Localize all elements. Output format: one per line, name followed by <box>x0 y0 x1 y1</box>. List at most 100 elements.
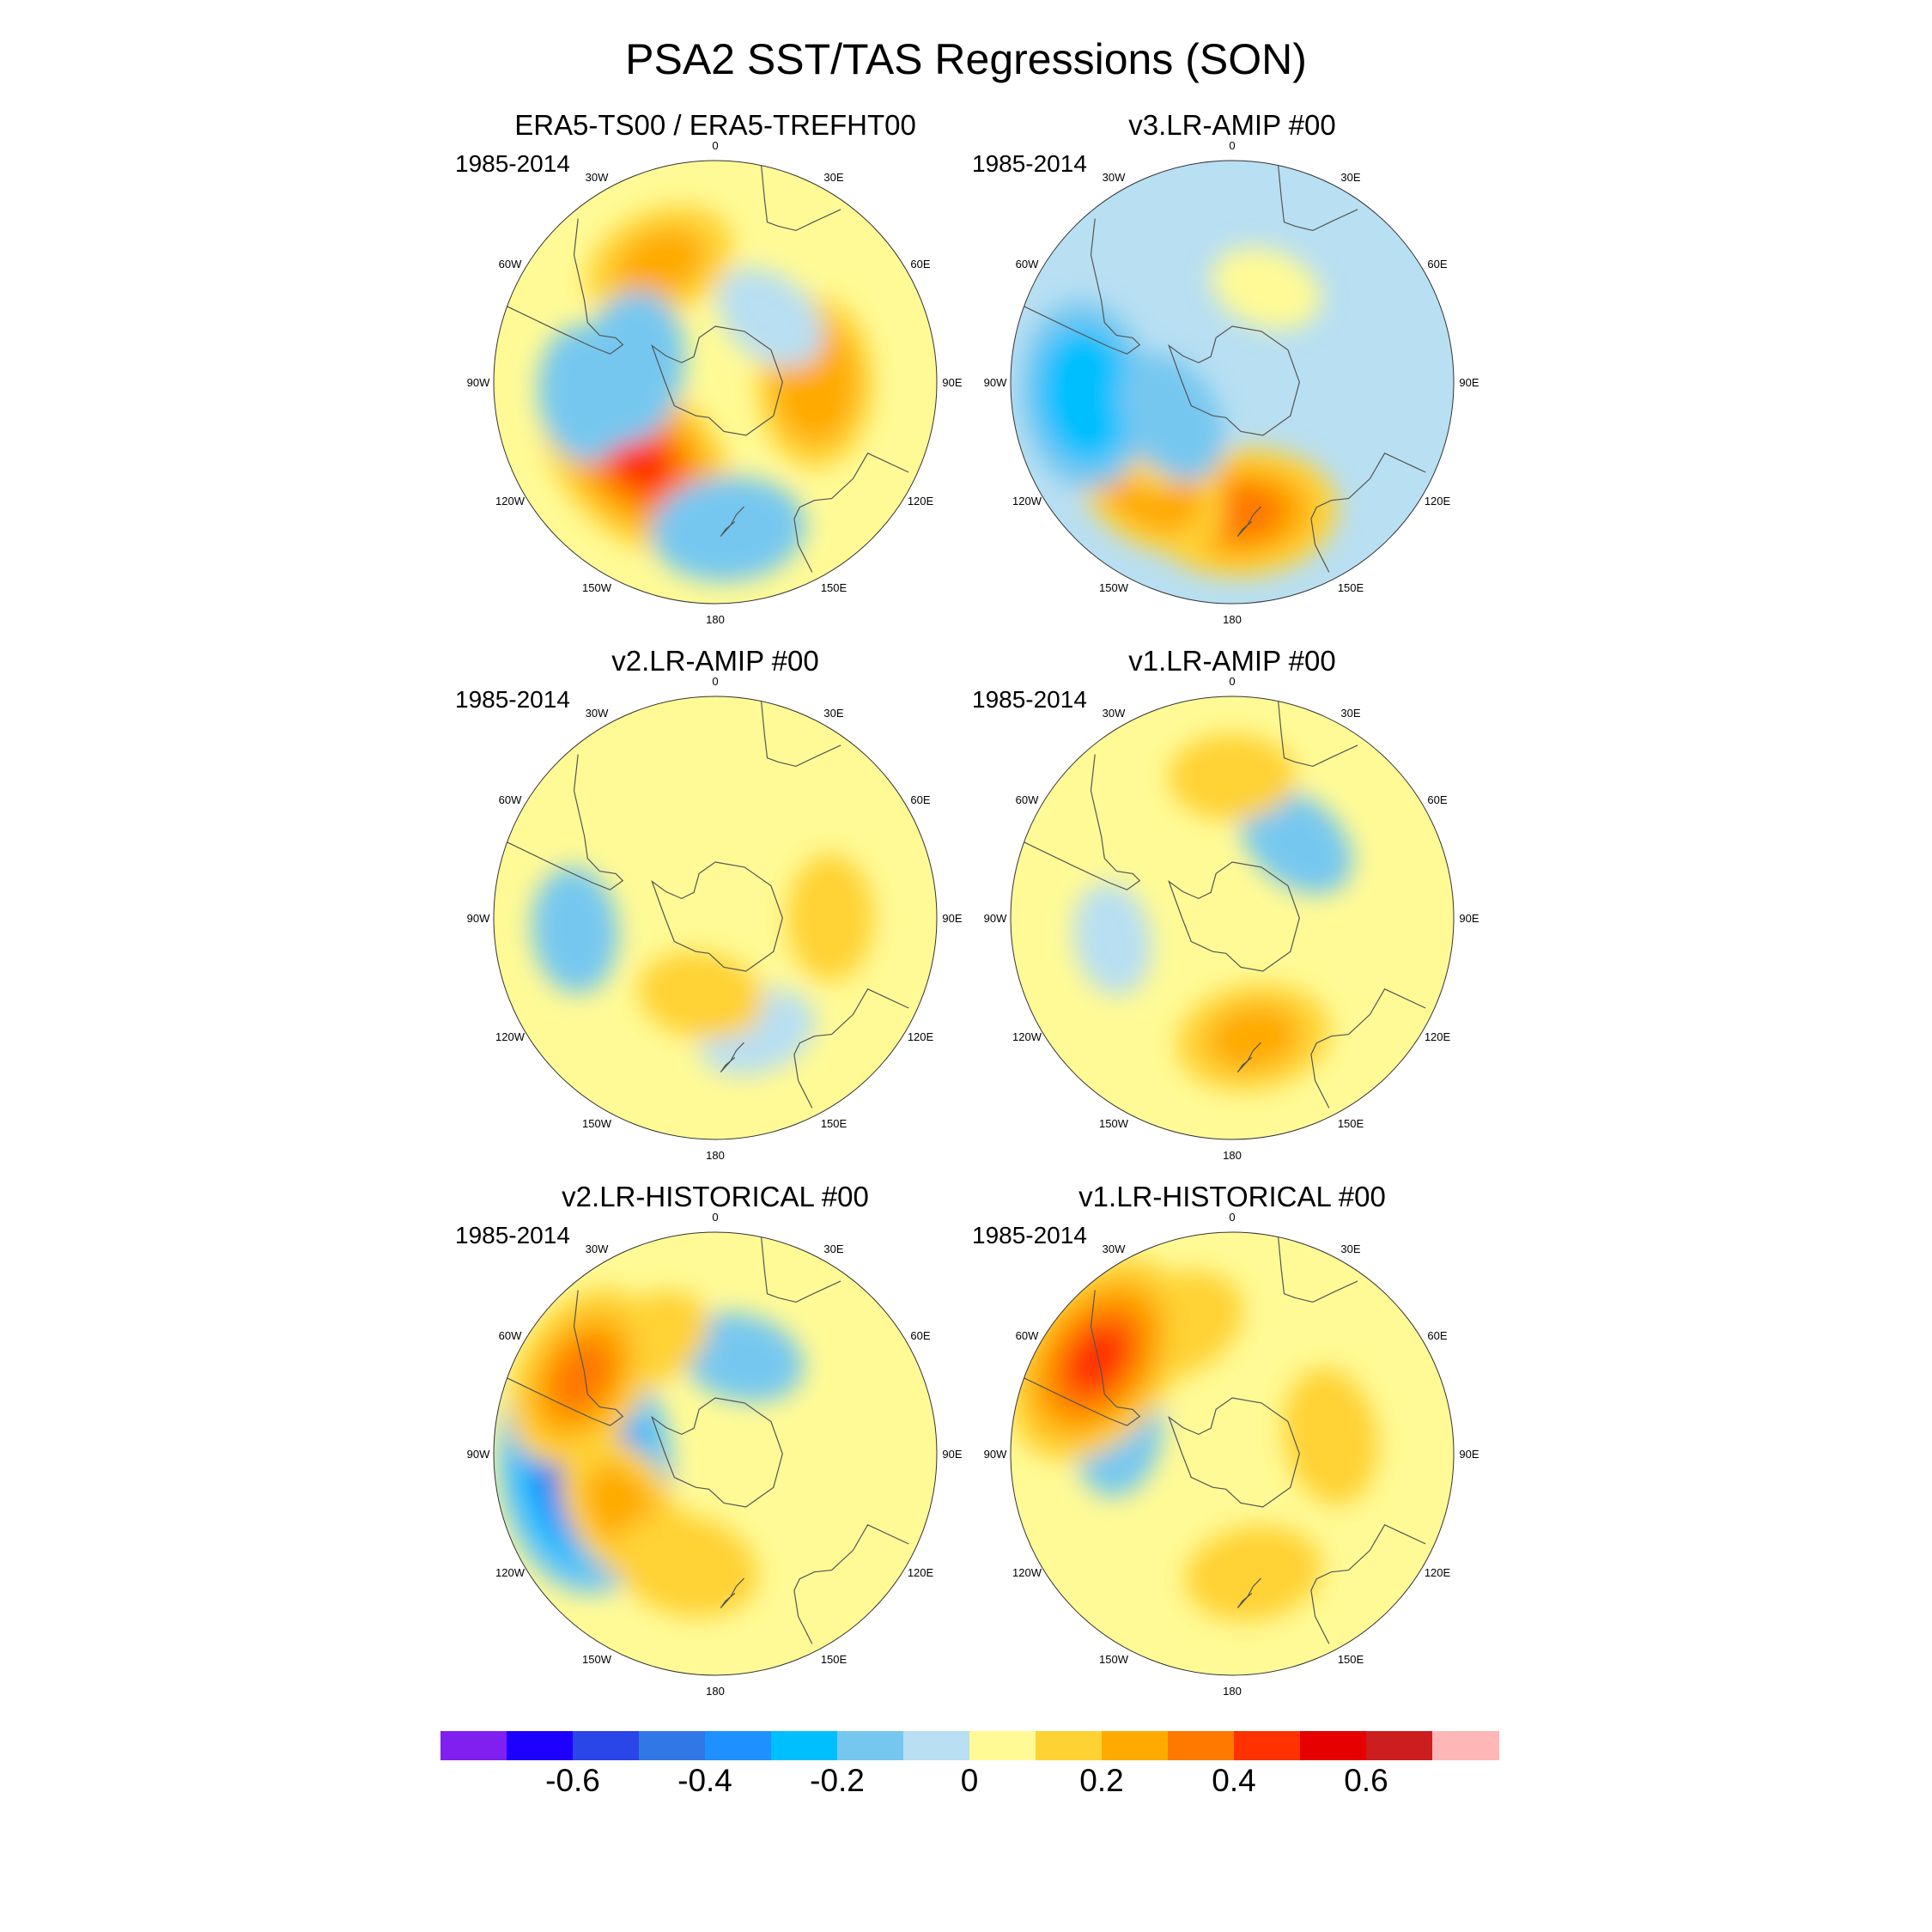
longitude-label: 180 <box>1223 1149 1242 1162</box>
longitude-label: 30W <box>1103 707 1126 720</box>
antarctica-coastline <box>651 861 783 972</box>
anomaly-contour <box>641 1534 729 1596</box>
longitude-label: 120W <box>495 1030 526 1043</box>
panel-period: 1985-2014 <box>455 686 570 713</box>
polar-map: 0 30E 60E 90E 120E 150E 180 150W 120W 90W 60W 30W <box>984 1211 1479 1698</box>
longitude-label: 120W <box>1012 1030 1042 1043</box>
new-zealand-coastline <box>1236 506 1261 538</box>
longitude-label: 120E <box>908 1566 934 1579</box>
colorbar-tick-label: 0 <box>960 1763 979 1798</box>
australia-coastline <box>1310 988 1426 1109</box>
new-zealand-coastline <box>720 1042 744 1073</box>
map-boundary <box>493 160 938 605</box>
map-boundary <box>1010 1231 1455 1676</box>
longitude-label: 30E <box>823 707 843 720</box>
colorbar-tick-label: 0.2 <box>1079 1763 1124 1798</box>
south-america-coastline <box>507 754 624 890</box>
panel-title: v2.LR-AMIP #00 <box>611 645 819 677</box>
longitude-label: 0 <box>1229 139 1235 152</box>
longitude-label: 0 <box>712 1211 718 1224</box>
longitude-label: 150W <box>582 1653 612 1666</box>
new-zealand-coastline <box>720 506 744 538</box>
south-america-coastline <box>1024 754 1141 890</box>
longitude-label: 60W <box>499 1329 522 1342</box>
anomaly-contour <box>678 1312 804 1403</box>
longitude-label: 60W <box>1016 1329 1039 1342</box>
longitude-label: 60W <box>1016 793 1039 806</box>
longitude-label: 0 <box>712 675 718 688</box>
longitude-label: 120E <box>908 495 934 507</box>
longitude-label: 0 <box>712 139 718 152</box>
polar-map: 0 30E 60E 90E 120E 150E 180 150W 120W 90W 60W 30W <box>467 139 963 626</box>
longitude-label: 120E <box>908 1030 934 1043</box>
longitude-label: 180 <box>1223 613 1242 626</box>
south-america-coastline <box>1024 1290 1141 1426</box>
longitude-label: 30W <box>1103 171 1126 184</box>
panel-title: ERA5-TS00 / ERA5-TREFHT00 <box>514 109 916 141</box>
longitude-label: 90W <box>984 1448 1007 1461</box>
map-boundary <box>1010 696 1455 1140</box>
australia-coastline <box>1310 453 1426 573</box>
polar-map: 0 30E 60E 90E 120E 150E 180 150W 120W 90W 60W 30W <box>467 675 963 1162</box>
longitude-label: 150E <box>821 1653 848 1666</box>
anomaly-contour <box>1207 1005 1300 1070</box>
longitude-label: 180 <box>706 1685 725 1698</box>
longitude-label: 150E <box>821 581 848 594</box>
colorbar-swatch <box>837 1731 904 1760</box>
longitude-label: 60E <box>910 1329 930 1342</box>
new-zealand-coastline <box>1236 1042 1261 1073</box>
longitude-label: 90E <box>1459 912 1479 925</box>
south-america-coastline <box>507 1290 624 1426</box>
anomaly-contour <box>1203 484 1285 541</box>
anomaly-contour <box>1073 883 1152 996</box>
anomaly-contour <box>1118 353 1225 482</box>
antarctica-coastline <box>1168 325 1300 436</box>
antarctica-coastline <box>651 325 783 436</box>
polar-map: 0 30E 60E 90E 120E 150E 180 150W 120W 90W 60W 30W <box>467 1211 963 1698</box>
longitude-label: 180 <box>706 613 725 626</box>
africa-coastline <box>1278 701 1358 768</box>
colorbar-swatch <box>771 1731 838 1760</box>
longitude-label: 60E <box>1427 258 1447 270</box>
colorbar-tick-label: 0.6 <box>1344 1763 1388 1798</box>
colorbar-swatch <box>1366 1731 1433 1760</box>
figure-title: PSA2 SST/TAS Regressions (SON) <box>625 35 1307 83</box>
longitude-label: 120E <box>1425 495 1451 507</box>
colorbar-swatch <box>507 1731 574 1760</box>
longitude-label: 150W <box>1099 581 1129 594</box>
colorbar-swatch <box>969 1731 1036 1760</box>
longitude-label: 60E <box>1427 793 1447 806</box>
longitude-label: 180 <box>1223 1685 1242 1698</box>
map-panel-era5: 0 30E 60E 90E 120E 150E 180 150W 120W 90W 60W 30W E… <box>449 109 981 648</box>
longitude-label: 0 <box>1229 1211 1235 1224</box>
longitude-label: 150E <box>1338 581 1364 594</box>
colorbar-tick-label: 0.4 <box>1212 1763 1256 1798</box>
longitude-label: 90W <box>984 912 1007 925</box>
longitude-label: 120W <box>1012 1566 1042 1579</box>
longitude-label: 30E <box>1340 1242 1360 1255</box>
colorbar-swatch <box>1300 1731 1367 1760</box>
longitude-label: 150W <box>582 1117 612 1130</box>
anomaly-contour <box>1169 733 1296 821</box>
colorbar-swatch <box>1102 1731 1169 1760</box>
anomaly-contour <box>616 228 704 299</box>
longitude-label: 60W <box>499 793 522 806</box>
new-zealand-coastline <box>1236 1577 1261 1609</box>
longitude-label: 180 <box>706 1149 725 1162</box>
longitude-label: 90E <box>942 912 962 925</box>
australia-coastline <box>1310 1524 1426 1644</box>
longitude-label: 60W <box>1016 258 1039 270</box>
longitude-label: 150E <box>1338 1653 1364 1666</box>
longitude-label: 90E <box>942 1448 962 1461</box>
longitude-label: 150W <box>1099 1653 1129 1666</box>
longitude-label: 0 <box>1229 675 1235 688</box>
colorbar-swatch <box>1432 1731 1499 1760</box>
anomaly-contour <box>532 866 619 994</box>
longitude-label: 90E <box>1459 1448 1479 1461</box>
anomaly-contour <box>716 267 823 368</box>
antarctica-coastline <box>1168 1397 1300 1508</box>
map-boundary <box>1010 160 1455 605</box>
panel-title: v1.LR-HISTORICAL #00 <box>1078 1181 1386 1212</box>
australia-coastline <box>793 988 909 1109</box>
polar-map: 0 30E 60E 90E 120E 150E 180 150W 120W 90W 60W 30W <box>984 139 1479 626</box>
